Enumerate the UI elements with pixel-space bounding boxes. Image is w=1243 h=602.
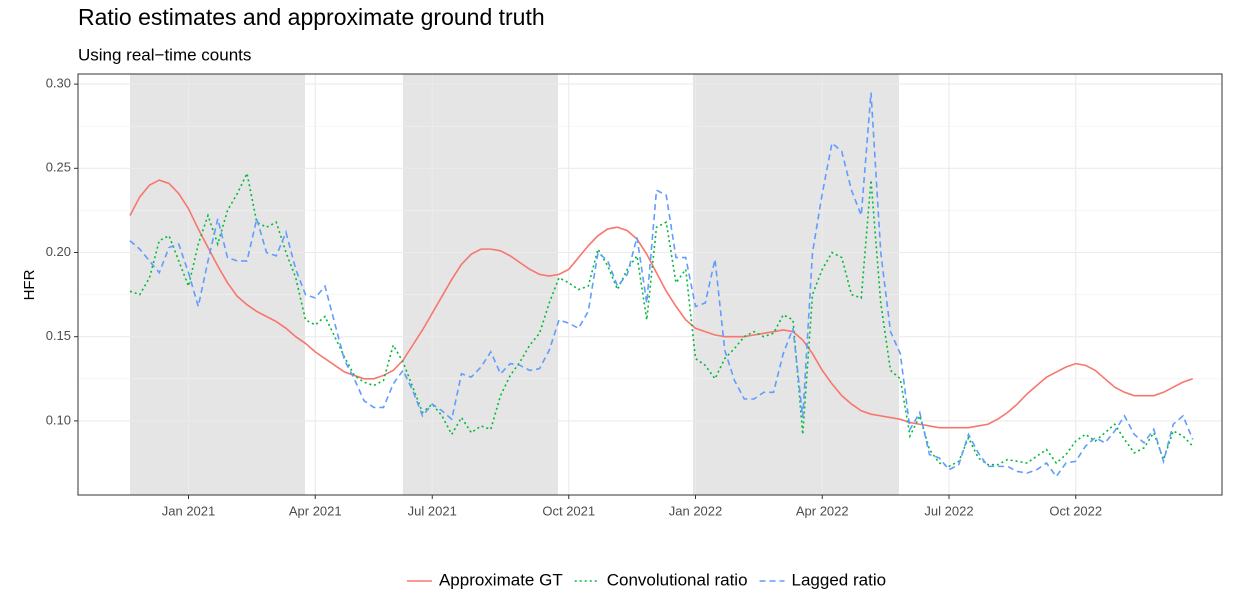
- legend-label: Approximate GT: [439, 570, 563, 589]
- chart-title: Ratio estimates and approximate ground t…: [78, 4, 545, 30]
- series-line: [129, 179, 1194, 429]
- x-tick-label: Jul 2022: [924, 503, 973, 518]
- shaded-period: [403, 74, 558, 495]
- series-line: [129, 92, 1194, 478]
- legend-label: Lagged ratio: [792, 570, 887, 589]
- x-tick-label: Oct 2022: [1049, 503, 1102, 518]
- y-tick-label: 0.10: [46, 412, 71, 427]
- y-tick-label: 0.20: [46, 244, 71, 259]
- x-tick-label: Jan 2022: [669, 503, 723, 518]
- shaded-period: [693, 74, 899, 495]
- x-tick-label: Jan 2021: [162, 503, 216, 518]
- series-line: [129, 170, 1194, 468]
- y-tick-label: 0.15: [46, 328, 71, 343]
- y-tick-label: 0.30: [46, 76, 71, 91]
- x-tick-label: Apr 2021: [289, 503, 342, 518]
- plot-frame: [77, 73, 1223, 496]
- x-tick-label: Oct 2021: [542, 503, 595, 518]
- legend: Approximate GT Convolutional ratio Lagged …: [406, 570, 887, 589]
- shaded-periods: [130, 74, 899, 495]
- chart-subtitle: Using real−time counts: [78, 45, 251, 64]
- y-axis-label: HFR: [21, 269, 38, 300]
- y-tick-label: 0.25: [46, 160, 71, 175]
- x-tick-label: Apr 2022: [796, 503, 849, 518]
- legend-label: Convolutional ratio: [607, 570, 748, 589]
- x-tick-label: Jul 2021: [408, 503, 457, 518]
- shaded-period: [130, 74, 305, 495]
